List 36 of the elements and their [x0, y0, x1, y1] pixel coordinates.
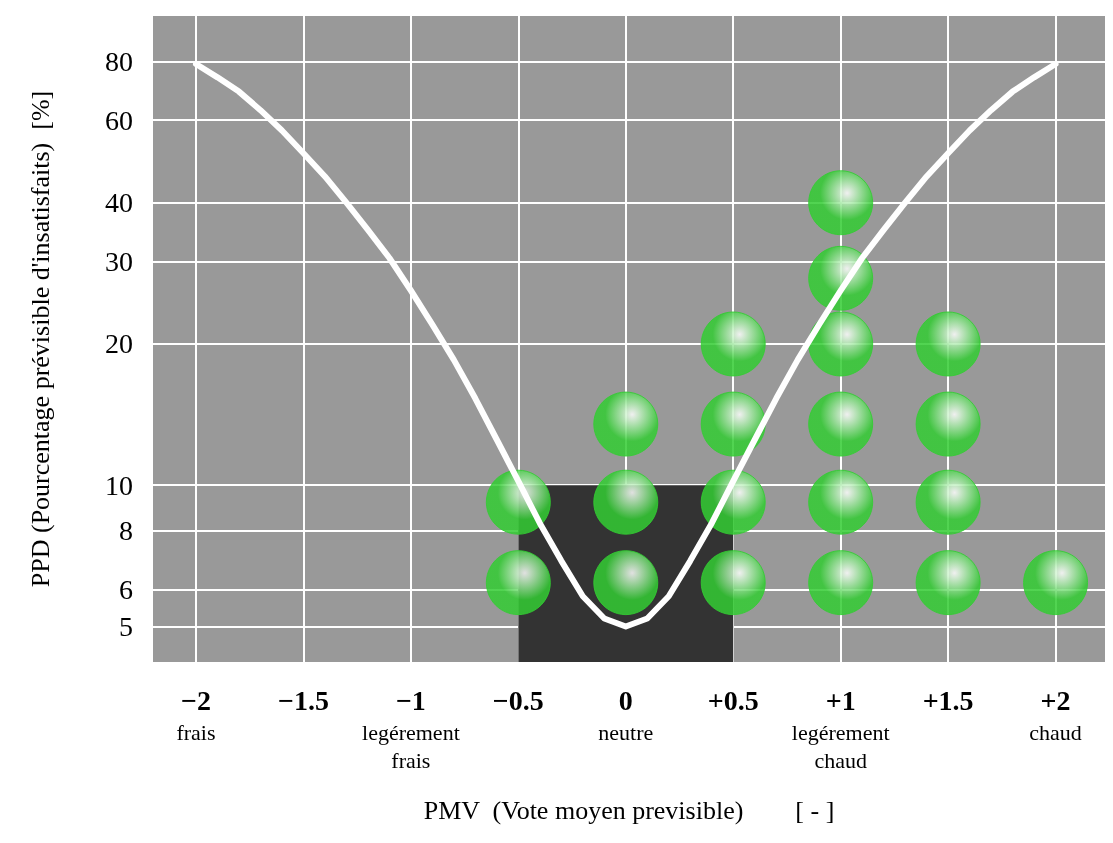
point: [808, 469, 874, 535]
y-tick-label: 10: [105, 469, 133, 501]
y-tick-label: 5: [119, 610, 133, 642]
point: [915, 469, 981, 535]
point: [915, 311, 981, 377]
x-tick-label: −1.5: [277, 684, 329, 716]
x-tick-label: +2 chaud: [1029, 684, 1082, 745]
x-tick-label: +1 legérement chaud: [791, 684, 890, 773]
point: [1023, 550, 1089, 616]
point: [915, 391, 981, 457]
point: [808, 391, 874, 457]
point: [808, 550, 874, 616]
point: [700, 391, 766, 457]
point: [808, 170, 874, 236]
y-tick-label: 20: [105, 328, 133, 360]
x-tick-label: +0.5: [707, 684, 759, 716]
y-tick-label: 8: [119, 515, 133, 547]
point: [593, 469, 659, 535]
point: [808, 311, 874, 377]
x-tick-label: −2 frais: [176, 684, 216, 745]
y-tick-label: 80: [105, 45, 133, 77]
y-tick-label: 6: [119, 573, 133, 605]
point: [593, 391, 659, 457]
x-axis-title: PMV (Vote moyen previsible) [ - ]: [423, 795, 835, 825]
y-tick-label: 60: [105, 104, 133, 136]
point: [700, 311, 766, 377]
point: [915, 550, 981, 616]
x-tick-label: +1.5: [922, 684, 974, 716]
point: [700, 550, 766, 616]
y-tick-label: 30: [105, 245, 133, 277]
x-tick-label: −0.5: [492, 684, 544, 716]
x-tick-label: 0 neutre: [598, 684, 654, 745]
y-axis-title: PPD (Pourcentage prévisible d'insatisfaits) [%]: [25, 90, 55, 588]
x-tick-label: −1 legérement frais: [362, 684, 460, 773]
y-tick-label: 40: [105, 187, 133, 219]
point: [485, 550, 551, 616]
